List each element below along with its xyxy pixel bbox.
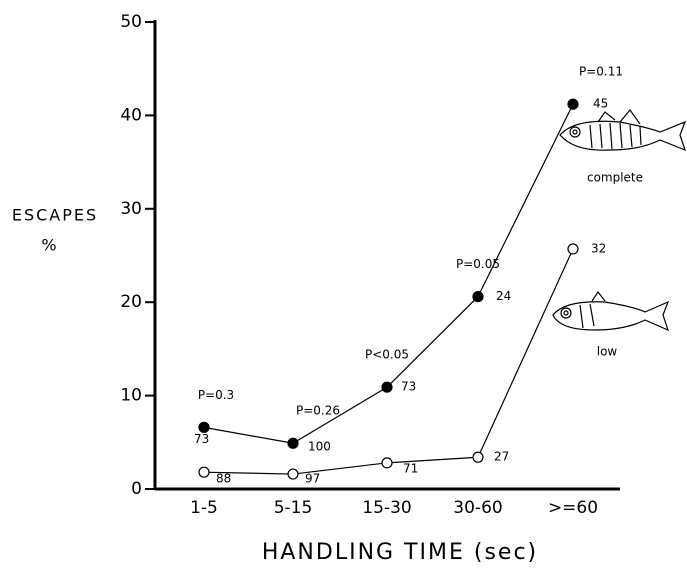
p-label: P=0.05: [456, 257, 500, 271]
p-label: P=0.3: [198, 388, 234, 402]
y-tick-label: 0: [131, 479, 142, 499]
point: [381, 381, 393, 393]
point: [381, 457, 393, 469]
n-label: 71: [403, 461, 418, 475]
n-label: 100: [308, 440, 331, 454]
n-label: 73: [401, 380, 416, 394]
y-tick-label: 20: [120, 292, 142, 312]
n-label: 73: [194, 432, 209, 446]
point: [472, 451, 484, 463]
point: [287, 437, 299, 449]
n-label: 32: [591, 241, 606, 255]
x-tick-label: >=60: [548, 498, 598, 518]
n-label: 24: [496, 289, 511, 303]
y-tick-label: 30: [120, 199, 142, 219]
n-label: 97: [305, 472, 320, 486]
x-tick-label: 15-30: [362, 498, 411, 518]
x-label: HANDLING TIME (sec): [262, 540, 538, 565]
x-tick-label: 5-15: [274, 498, 313, 518]
point: [198, 421, 210, 433]
p-label: P<0.05: [365, 348, 409, 362]
p-label: P=0.11: [579, 65, 623, 79]
y-label: %: [41, 236, 58, 255]
n-label: 88: [216, 472, 231, 486]
series-name: complete: [587, 171, 643, 185]
x-tick-label: 1-5: [190, 498, 218, 518]
fish-complete: [559, 109, 687, 152]
x-tick-label: 30-60: [453, 498, 502, 518]
n-label: 27: [494, 450, 509, 464]
n-label: 45: [593, 97, 608, 111]
point: [472, 290, 484, 303]
y-label: ESCAPES: [12, 206, 98, 225]
point: [567, 98, 579, 110]
y-tick-label: 40: [120, 105, 142, 125]
point: [198, 466, 210, 478]
y-tick-label: 10: [120, 386, 142, 406]
point: [287, 468, 299, 480]
fish-low: [552, 290, 670, 332]
series-name: low: [597, 345, 618, 359]
y-tick-label: 50: [120, 12, 142, 32]
p-label: P=0.26: [296, 404, 340, 418]
point: [567, 243, 579, 255]
